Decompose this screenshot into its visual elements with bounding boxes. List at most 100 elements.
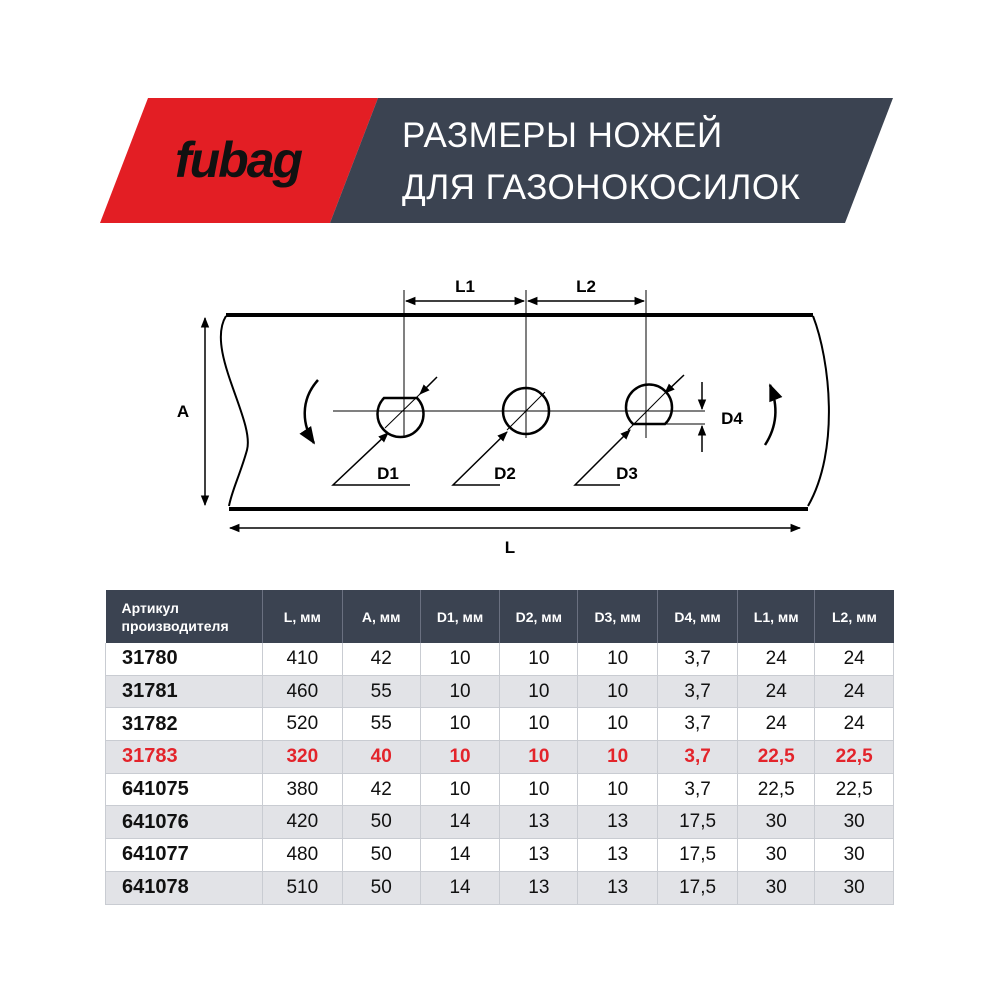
value-cell: 30 — [737, 805, 816, 840]
label-d3: D3 — [616, 464, 638, 483]
value-cell: 30 — [737, 838, 816, 872]
label-a: A — [177, 402, 189, 421]
value-cell: 30 — [814, 805, 894, 840]
column-header: D1, мм — [420, 590, 501, 643]
column-header: D4, мм — [657, 590, 739, 643]
value-cell: 30 — [737, 871, 816, 905]
table-row: 641077 480 50 14 13 13 17,5 30 30 — [105, 838, 894, 872]
value-cell: 10 — [499, 740, 579, 774]
value-cell: 30 — [814, 871, 894, 905]
value-cell: 480 — [262, 838, 343, 872]
column-header: L, мм — [262, 590, 343, 643]
value-cell: 14 — [420, 871, 501, 905]
table-header-row: Артикул производителя L, мм A, мм D1, мм D2,… — [105, 590, 894, 643]
value-cell: 13 — [499, 838, 579, 872]
article-cell: 641076 — [105, 805, 263, 840]
value-cell: 13 — [577, 805, 659, 840]
fubag-logo: fubag — [175, 132, 303, 188]
label-d4: D4 — [721, 409, 743, 428]
value-cell: 10 — [420, 675, 501, 709]
table-row: 641076 420 50 14 13 13 17,5 30 30 — [105, 805, 894, 840]
value-cell: 10 — [577, 675, 659, 709]
value-cell: 3,7 — [657, 675, 739, 709]
brand-red-banner — [100, 98, 378, 223]
value-cell: 50 — [342, 871, 421, 905]
value-cell: 22,5 — [737, 740, 816, 774]
value-cell: 22,5 — [814, 773, 894, 807]
table-row: 31783 320 40 10 10 10 3,7 22,5 22,5 — [105, 740, 894, 774]
value-cell: 10 — [499, 643, 579, 676]
value-cell: 3,7 — [657, 643, 739, 676]
value-cell: 24 — [814, 707, 894, 742]
column-header: L2, мм — [814, 590, 894, 643]
table-row: 641078 510 50 14 13 13 17,5 30 30 — [105, 871, 894, 905]
value-cell: 510 — [262, 871, 343, 905]
value-cell: 17,5 — [657, 871, 739, 905]
value-cell: 460 — [262, 675, 343, 709]
table-row: 641075 380 42 10 10 10 3,7 22,5 22,5 — [105, 773, 894, 807]
value-cell: 50 — [342, 805, 421, 840]
article-cell: 31781 — [105, 675, 263, 709]
table-row: 31780 410 42 10 10 10 3,7 24 24 — [105, 643, 894, 676]
value-cell: 17,5 — [657, 805, 739, 840]
label-l2: L2 — [576, 277, 596, 296]
value-cell: 42 — [342, 773, 421, 807]
article-cell: 31782 — [105, 707, 263, 742]
value-cell: 13 — [499, 871, 579, 905]
article-cell: 641075 — [105, 773, 263, 807]
value-cell: 24 — [814, 643, 894, 676]
value-cell: 24 — [737, 643, 816, 676]
value-cell: 10 — [577, 773, 659, 807]
value-cell: 13 — [577, 838, 659, 872]
header-and-diagram: fubag L1 L2 A L D1 D2 — [100, 98, 893, 557]
value-cell: 10 — [577, 740, 659, 774]
value-cell: 3,7 — [657, 707, 739, 742]
value-cell: 55 — [342, 675, 421, 709]
column-header: Артикул производителя — [105, 590, 263, 643]
page-title-line2: ДЛЯ ГАЗОНОКОСИЛОК — [402, 168, 801, 207]
value-cell: 24 — [737, 707, 816, 742]
value-cell: 24 — [814, 675, 894, 709]
blade-size-table: Артикул производителя L, мм A, мм D1, мм D2,… — [105, 590, 894, 905]
article-cell: 31783 — [105, 740, 263, 774]
value-cell: 3,7 — [657, 773, 739, 807]
value-cell: 10 — [420, 643, 501, 676]
blade-diagram — [200, 290, 830, 533]
value-cell: 10 — [420, 773, 501, 807]
title-dark-banner — [330, 98, 893, 223]
column-header: D3, мм — [577, 590, 659, 643]
value-cell: 380 — [262, 773, 343, 807]
column-header: D2, мм — [499, 590, 579, 643]
value-cell: 55 — [342, 707, 421, 742]
column-header: L1, мм — [737, 590, 816, 643]
value-cell: 17,5 — [657, 838, 739, 872]
article-cell: 31780 — [105, 643, 263, 676]
table-row: 31781 460 55 10 10 10 3,7 24 24 — [105, 675, 894, 709]
value-cell: 14 — [420, 805, 501, 840]
article-cell: 641077 — [105, 838, 263, 872]
value-cell: 14 — [420, 838, 501, 872]
value-cell: 10 — [499, 707, 579, 742]
label-l: L — [505, 538, 515, 557]
article-cell: 641078 — [105, 871, 263, 905]
value-cell: 10 — [499, 773, 579, 807]
value-cell: 40 — [342, 740, 421, 774]
column-header: A, мм — [342, 590, 421, 643]
value-cell: 10 — [577, 643, 659, 676]
value-cell: 30 — [814, 838, 894, 872]
value-cell: 10 — [577, 707, 659, 742]
label-d1: D1 — [377, 464, 399, 483]
value-cell: 3,7 — [657, 740, 739, 774]
value-cell: 13 — [577, 871, 659, 905]
page-title-line1: РАЗМЕРЫ НОЖЕЙ — [402, 116, 723, 155]
value-cell: 13 — [499, 805, 579, 840]
value-cell: 22,5 — [737, 773, 816, 807]
value-cell: 42 — [342, 643, 421, 676]
table-row: 31782 520 55 10 10 10 3,7 24 24 — [105, 707, 894, 742]
value-cell: 520 — [262, 707, 343, 742]
value-cell: 10 — [499, 675, 579, 709]
value-cell: 10 — [420, 740, 501, 774]
label-l1: L1 — [455, 277, 475, 296]
value-cell: 320 — [262, 740, 343, 774]
value-cell: 24 — [737, 675, 816, 709]
